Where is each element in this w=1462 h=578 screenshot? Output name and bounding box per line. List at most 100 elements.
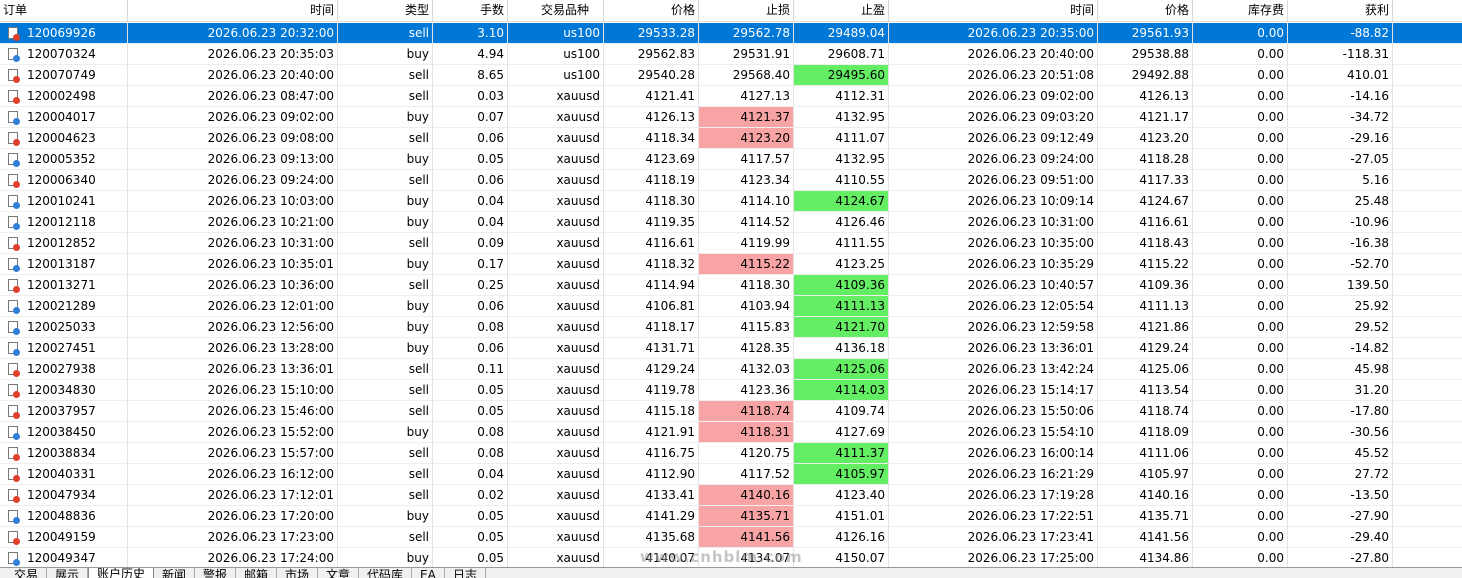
cell: -118.31 <box>1288 44 1393 65</box>
cell-filler <box>1393 275 1462 296</box>
cell: 120006340 <box>0 170 128 191</box>
trade-row[interactable]: 120021289 2026.06.23 12:01:00 buy 0.06 xauus… <box>0 296 1462 317</box>
tab[interactable]: 新闻 <box>154 568 196 578</box>
cell: 4116.61 <box>1098 212 1193 233</box>
tab[interactable]: 代码库 <box>359 568 413 578</box>
cell: us100 <box>508 65 604 86</box>
trade-row[interactable]: 120006340 2026.06.23 09:24:00 sell 0.06 xauu… <box>0 170 1462 191</box>
column-header[interactable]: 订单 <box>0 0 128 21</box>
column-header[interactable]: 时间 <box>889 0 1098 21</box>
cell: buy <box>338 422 433 443</box>
cell-filler <box>1393 485 1462 506</box>
column-header[interactable]: 价格 <box>604 0 699 21</box>
tab[interactable]: 文章 <box>318 568 360 578</box>
trade-icon <box>8 531 20 545</box>
cell: 4114.52 <box>699 212 794 233</box>
cell: 2026.06.23 17:22:51 <box>889 506 1098 527</box>
cell: 4127.69 <box>794 422 889 443</box>
tab[interactable]: 账户历史 <box>88 568 155 578</box>
cell: -29.40 <box>1288 527 1393 548</box>
cell: xauusd <box>508 359 604 380</box>
cell: sell <box>338 128 433 149</box>
trade-row[interactable]: 120038450 2026.06.23 15:52:00 buy 0.08 xauus… <box>0 422 1462 443</box>
column-header[interactable]: 时间 <box>128 0 338 21</box>
cell: 2026.06.23 20:32:00 <box>128 23 338 44</box>
cell: 4118.34 <box>604 128 699 149</box>
trade-icon <box>8 405 20 419</box>
cell: 0.00 <box>1193 23 1288 44</box>
cell: 4123.69 <box>604 149 699 170</box>
column-header[interactable]: 类型 <box>338 0 433 21</box>
trade-icon <box>8 447 20 461</box>
trade-icon <box>8 237 20 251</box>
trade-row[interactable]: 120002498 2026.06.23 08:47:00 sell 0.03 xauu… <box>0 86 1462 107</box>
cell: 4123.20 <box>1098 128 1193 149</box>
trade-row[interactable]: 120069926 2026.06.23 20:32:00 sell 3.10 us10… <box>0 23 1462 44</box>
cell: 0.00 <box>1193 443 1288 464</box>
trade-row[interactable]: 120047934 2026.06.23 17:12:01 sell 0.02 xauu… <box>0 485 1462 506</box>
tab[interactable]: 邮箱 <box>236 568 278 578</box>
trade-row[interactable]: 120012852 2026.06.23 10:31:00 sell 0.09 xauu… <box>0 233 1462 254</box>
trade-row[interactable]: 120040331 2026.06.23 16:12:00 sell 0.04 xauu… <box>0 464 1462 485</box>
cell: 4118.19 <box>604 170 699 191</box>
trade-row[interactable]: 120025033 2026.06.23 12:56:00 buy 0.08 xauus… <box>0 317 1462 338</box>
cell: 4117.33 <box>1098 170 1193 191</box>
cell: 120069926 <box>0 23 128 44</box>
cell: 4117.57 <box>699 149 794 170</box>
tab[interactable]: 日志 <box>445 568 487 578</box>
cell: 120040331 <box>0 464 128 485</box>
cell: 2026.06.23 09:02:00 <box>889 86 1098 107</box>
cell: 0.05 <box>433 548 508 569</box>
cell: 0.00 <box>1193 422 1288 443</box>
column-header[interactable]: 止盈 <box>794 0 889 21</box>
trade-row[interactable]: 120027451 2026.06.23 13:28:00 buy 0.06 xauus… <box>0 338 1462 359</box>
cell: 4105.97 <box>1098 464 1193 485</box>
tab[interactable]: EA <box>412 568 445 578</box>
cell: 4118.17 <box>604 317 699 338</box>
column-header[interactable]: 价格 <box>1098 0 1193 21</box>
column-header[interactable]: 获利 <box>1288 0 1393 21</box>
trade-row[interactable]: 120037957 2026.06.23 15:46:00 sell 0.05 xauu… <box>0 401 1462 422</box>
cell: 0.00 <box>1193 548 1288 569</box>
trade-row[interactable]: 120004017 2026.06.23 09:02:00 buy 0.07 xauus… <box>0 107 1462 128</box>
trade-row[interactable]: 120034830 2026.06.23 15:10:00 sell 0.05 xauu… <box>0 380 1462 401</box>
trade-row[interactable]: 120048836 2026.06.23 17:20:00 buy 0.05 xauus… <box>0 506 1462 527</box>
cell: 4118.74 <box>1098 401 1193 422</box>
trade-row[interactable]: 120013187 2026.06.23 10:35:01 buy 0.17 xauus… <box>0 254 1462 275</box>
tab[interactable]: 警报 <box>195 568 237 578</box>
trade-icon <box>8 69 20 83</box>
cell-filler <box>1393 548 1462 569</box>
cell: 3.10 <box>433 23 508 44</box>
trade-row[interactable]: 120070749 2026.06.23 20:40:00 sell 8.65 us10… <box>0 65 1462 86</box>
cell: 4111.37 <box>794 443 889 464</box>
cell: 4112.31 <box>794 86 889 107</box>
cell: 4111.07 <box>794 128 889 149</box>
trade-row[interactable]: 120013271 2026.06.23 10:36:00 sell 0.25 xauu… <box>0 275 1462 296</box>
cell: 2026.06.23 09:51:00 <box>889 170 1098 191</box>
cell: 2026.06.23 13:36:01 <box>889 338 1098 359</box>
tab[interactable]: 交易 <box>6 568 48 578</box>
trade-row[interactable]: 120005352 2026.06.23 09:13:00 buy 0.05 xauus… <box>0 149 1462 170</box>
cell: 4111.13 <box>1098 296 1193 317</box>
cell: 0.00 <box>1193 485 1288 506</box>
cell: 2026.06.23 09:13:00 <box>128 149 338 170</box>
column-header[interactable]: 库存费 <box>1193 0 1288 21</box>
cell: 4118.28 <box>1098 149 1193 170</box>
trade-row[interactable]: 120004623 2026.06.23 09:08:00 sell 0.06 xauu… <box>0 128 1462 149</box>
cell: 2026.06.23 10:09:14 <box>889 191 1098 212</box>
cell: xauusd <box>508 296 604 317</box>
column-header[interactable]: 止损 <box>699 0 794 21</box>
trade-row[interactable]: 120038834 2026.06.23 15:57:00 sell 0.08 xauu… <box>0 443 1462 464</box>
tab[interactable]: 市场 <box>277 568 319 578</box>
trade-row[interactable]: 120070324 2026.06.23 20:35:03 buy 4.94 us100… <box>0 44 1462 65</box>
column-header[interactable]: 手数 <box>433 0 508 21</box>
column-header[interactable]: 交易品种 <box>508 0 604 21</box>
cell: 2026.06.23 20:40:00 <box>128 65 338 86</box>
trade-row[interactable]: 120049159 2026.06.23 17:23:00 sell 0.05 xauu… <box>0 527 1462 548</box>
cell-filler <box>1393 401 1462 422</box>
trade-row[interactable]: 120010241 2026.06.23 10:03:00 buy 0.04 xauus… <box>0 191 1462 212</box>
cell: buy <box>338 212 433 233</box>
tab[interactable]: 展示 <box>47 568 89 578</box>
trade-row[interactable]: 120027938 2026.06.23 13:36:01 sell 0.11 xauu… <box>0 359 1462 380</box>
trade-row[interactable]: 120012118 2026.06.23 10:21:00 buy 0.04 xauus… <box>0 212 1462 233</box>
